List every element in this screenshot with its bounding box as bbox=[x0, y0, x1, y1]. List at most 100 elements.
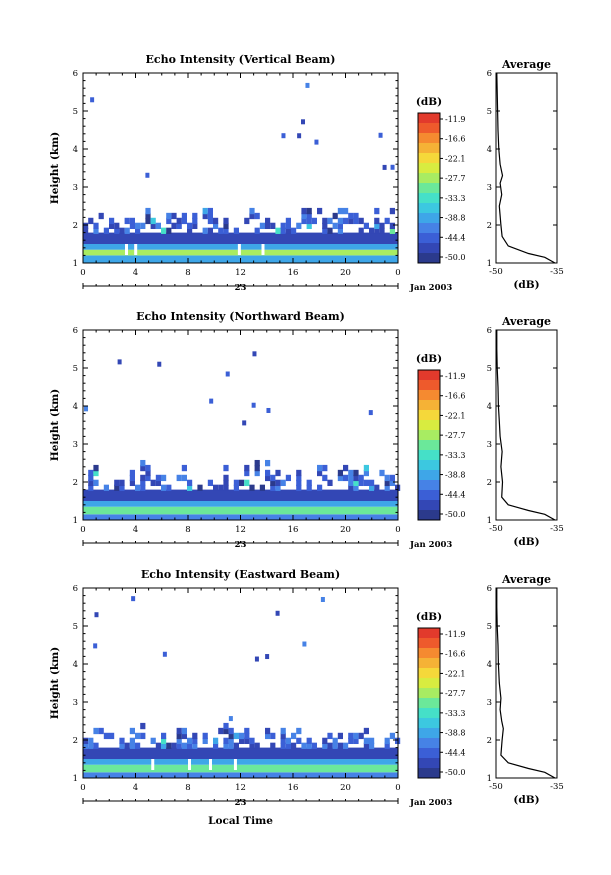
echo-cell bbox=[83, 742, 89, 749]
average-frame bbox=[495, 72, 558, 264]
echo-cell bbox=[363, 737, 369, 745]
average-line bbox=[496, 330, 556, 521]
colorbar-tick-label: -22.1 bbox=[445, 411, 466, 420]
echo-cell bbox=[384, 484, 390, 491]
y-axis: 1 2 3 4 5 6 bbox=[73, 69, 398, 269]
colorbar-tick-label: -50.0 bbox=[445, 253, 466, 262]
echo-cell bbox=[192, 212, 198, 220]
x-tick-label: 4 bbox=[133, 783, 138, 793]
x-tick-label: 0 bbox=[395, 268, 400, 278]
avg-y-tick-label: 4 bbox=[487, 402, 492, 412]
colorbar-tick-label: -33.3 bbox=[445, 709, 466, 718]
echo-cell bbox=[98, 212, 104, 220]
echo-cell bbox=[285, 737, 291, 745]
echo-cell bbox=[176, 217, 182, 225]
echo-cell bbox=[353, 212, 359, 220]
colorbar-tick-label: -11.9 bbox=[445, 372, 466, 381]
colorbar-tick-label: -50.0 bbox=[445, 510, 466, 519]
average-title: Average bbox=[501, 573, 551, 586]
echo-cell bbox=[322, 737, 328, 745]
colorbar: (dB)-11.9 -16.6 -22.1 -27.7 -33.3 -38.8 -44.4 -… bbox=[416, 96, 466, 264]
data-gap bbox=[209, 759, 212, 770]
echo-cell bbox=[181, 212, 187, 220]
echo-cell bbox=[358, 732, 364, 740]
echo-cell bbox=[265, 654, 270, 660]
echo-cell bbox=[306, 479, 312, 487]
echo-cell bbox=[124, 742, 130, 749]
echo-cell bbox=[135, 484, 141, 491]
y-axis-label: Height (km) bbox=[49, 647, 61, 719]
echo-cell bbox=[332, 212, 338, 220]
echo-cell bbox=[343, 474, 349, 482]
echo-cell bbox=[296, 479, 302, 487]
echo-cell bbox=[88, 474, 94, 482]
echo-cell bbox=[83, 227, 89, 234]
echo-cell bbox=[129, 222, 135, 230]
data-gap bbox=[125, 244, 128, 255]
echo-cell bbox=[109, 217, 115, 225]
echo-cell bbox=[176, 474, 182, 482]
echo-cell bbox=[259, 222, 265, 230]
colorbar-step bbox=[418, 708, 440, 719]
colorbar-step bbox=[418, 738, 440, 749]
echo-cell bbox=[83, 737, 89, 745]
echo-cell bbox=[135, 742, 141, 749]
echo-cell bbox=[297, 133, 302, 139]
x-tick-label: 0 bbox=[80, 783, 85, 793]
panel-1: Echo Intensity (Northward Beam)123456Hei… bbox=[49, 310, 564, 550]
echo-cell bbox=[181, 742, 187, 749]
echo-layer-2 bbox=[83, 501, 398, 507]
colorbar-tick-label: -33.3 bbox=[445, 194, 466, 203]
echo-cell bbox=[302, 641, 307, 647]
x-tick-label: 20 bbox=[340, 525, 351, 535]
echo-cell bbox=[140, 459, 146, 467]
colorbar: (dB)-11.9 -16.6 -22.1 -27.7 -33.3 -38.8 -44.4 -… bbox=[416, 353, 466, 521]
colorbar-step bbox=[418, 648, 440, 659]
echo-cell bbox=[358, 227, 364, 234]
echo-cell bbox=[363, 479, 369, 487]
echo-cell bbox=[358, 217, 364, 225]
colorbar-step bbox=[418, 400, 440, 411]
avg-y-tick-label: 4 bbox=[487, 660, 492, 670]
echo-cell bbox=[389, 207, 395, 215]
echo-cell bbox=[311, 217, 317, 225]
echo-cell bbox=[135, 222, 141, 230]
avg-x-tick-label: -50 bbox=[489, 524, 503, 534]
average-line bbox=[496, 72, 556, 264]
echo-cell bbox=[353, 484, 359, 491]
colorbar-tick-label: -11.9 bbox=[445, 630, 466, 639]
average-profile: Average 1 2 3 4 5 6 -50 -35 (dB) bbox=[487, 573, 564, 806]
echo-cell bbox=[280, 732, 286, 740]
echo-cell bbox=[103, 484, 109, 491]
echo-cell bbox=[337, 217, 343, 225]
echo-cell bbox=[374, 227, 380, 234]
echo-cell bbox=[332, 222, 338, 230]
echo-cell bbox=[223, 727, 229, 735]
avg-y-tick-label: 1 bbox=[487, 516, 492, 526]
y-tick-label: 6 bbox=[73, 326, 78, 336]
echo-cell bbox=[265, 469, 271, 477]
echo-cell bbox=[337, 222, 343, 230]
echo-cell bbox=[140, 222, 146, 230]
echo-cell bbox=[259, 484, 265, 491]
echo-cell bbox=[296, 222, 302, 230]
colorbar-step bbox=[418, 628, 440, 639]
echo-cell bbox=[155, 742, 161, 749]
echo-cell bbox=[84, 406, 89, 412]
echo-cell bbox=[213, 484, 219, 491]
echo-cell bbox=[202, 212, 208, 220]
avg-y-tick-label: 5 bbox=[487, 622, 492, 632]
x-tick-label: 16 bbox=[288, 783, 299, 793]
echo-cell bbox=[374, 217, 380, 225]
colorbar-tick-label: -50.0 bbox=[445, 768, 466, 777]
echo-cell bbox=[119, 742, 125, 749]
echo-cell bbox=[332, 737, 338, 745]
echo-cell bbox=[88, 742, 94, 749]
echo-cell bbox=[275, 484, 281, 491]
echo-cell bbox=[145, 172, 150, 178]
echo-cell bbox=[202, 227, 208, 234]
echo-cell bbox=[249, 212, 255, 220]
echo-cell bbox=[270, 484, 276, 491]
echo-cell bbox=[390, 164, 395, 170]
colorbar-tick-label: -44.4 bbox=[445, 490, 466, 499]
